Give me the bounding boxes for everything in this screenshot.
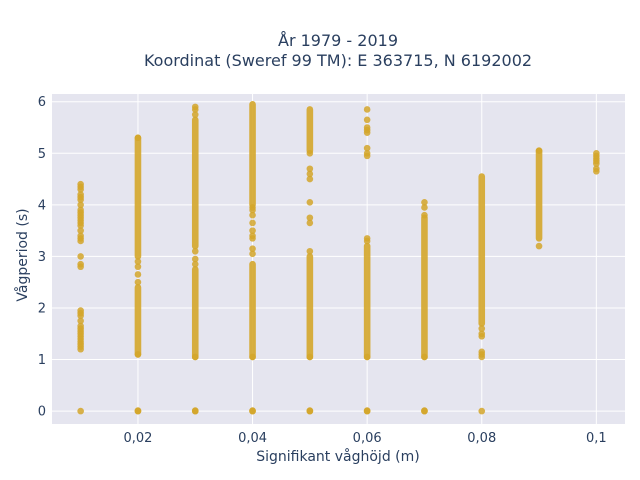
data-point-run	[191, 116, 199, 250]
data-point	[191, 407, 199, 415]
data-point	[249, 232, 256, 240]
data-point	[306, 353, 314, 361]
data-point	[421, 353, 428, 361]
data-point	[306, 247, 314, 255]
data-point	[363, 124, 371, 131]
y-tick-label: 0	[38, 405, 46, 420]
y-axis-title: Vågperiod (s)	[14, 208, 31, 301]
data-point	[306, 149, 314, 157]
data-point	[421, 211, 428, 219]
data-point	[306, 219, 314, 227]
data-point	[306, 407, 314, 415]
data-point	[249, 245, 256, 252]
data-point	[249, 204, 256, 211]
data-point	[478, 325, 486, 332]
data-point	[363, 144, 371, 152]
data-point	[77, 317, 84, 325]
data-point	[421, 198, 428, 206]
data-point	[191, 103, 199, 111]
data-point	[77, 260, 84, 268]
data-point	[421, 407, 428, 415]
data-point	[478, 348, 486, 356]
y-tick-label: 1	[38, 353, 46, 368]
data-point	[249, 250, 256, 258]
data-point	[191, 260, 199, 268]
x-tick-label: 0,1	[586, 431, 607, 446]
data-point	[134, 263, 142, 271]
data-point	[77, 180, 84, 188]
data-point-run	[363, 242, 371, 361]
data-point	[363, 106, 371, 113]
data-point-run	[421, 214, 428, 361]
data-point-run	[478, 173, 486, 327]
data-point-run	[306, 106, 314, 155]
data-point	[421, 204, 428, 211]
y-tick-label: 5	[38, 147, 46, 162]
data-point	[77, 407, 84, 415]
y-tick-label: 4	[38, 198, 46, 213]
data-point	[363, 407, 371, 415]
tick-labels: 0,02 0,04 0,06 0,08 0,1 0 1 2 3 4 5 6	[38, 95, 607, 446]
data-point-run	[249, 260, 256, 361]
data-point	[77, 232, 84, 240]
data-point	[593, 149, 600, 157]
data-point	[191, 255, 199, 263]
data-point	[77, 206, 84, 214]
data-point	[134, 278, 142, 286]
chart-title-line-2: Koordinat (Sweref 99 TM): E 363715, N 61…	[144, 51, 532, 70]
data-point	[306, 165, 314, 173]
data-point	[134, 271, 142, 278]
data-point	[191, 353, 199, 361]
chart-title-line-1: År 1979 - 2019	[278, 31, 398, 50]
data-point	[134, 258, 142, 265]
data-point-run	[134, 284, 142, 358]
x-tick-label: 0,04	[238, 431, 267, 446]
data-point	[77, 307, 84, 314]
data-point	[77, 201, 84, 209]
data-point	[77, 322, 84, 330]
data-point	[77, 191, 84, 198]
data-point	[306, 170, 314, 178]
data-point	[593, 165, 600, 173]
data-point	[478, 407, 486, 415]
data-point	[134, 351, 142, 358]
data-point	[191, 247, 199, 255]
data-point	[134, 407, 142, 415]
data-point-run	[535, 147, 543, 242]
data-point	[249, 219, 256, 227]
x-tick-label: 0,06	[353, 431, 382, 446]
data-point	[249, 407, 256, 415]
plot-area	[52, 94, 625, 424]
y-tick-label: 6	[38, 95, 46, 110]
data-point	[306, 214, 314, 222]
data-point	[363, 353, 371, 361]
data-point-run	[191, 266, 199, 361]
x-tick-label: 0,02	[123, 431, 152, 446]
data-point	[249, 211, 256, 219]
data-point	[249, 227, 256, 234]
x-tick-label: 0,08	[467, 431, 496, 446]
data-point	[535, 147, 543, 155]
y-tick-label: 2	[38, 301, 46, 316]
data-points	[77, 101, 600, 415]
data-point-run	[306, 253, 314, 361]
x-axis-title: Signifikant våghöjd (m)	[256, 448, 419, 465]
data-point	[77, 253, 84, 260]
data-point	[306, 198, 314, 206]
data-point	[535, 242, 543, 250]
data-point	[478, 330, 486, 338]
data-point-run	[134, 134, 142, 260]
y-tick-label: 3	[38, 250, 46, 265]
data-point	[191, 111, 199, 118]
data-point	[363, 149, 371, 157]
data-point	[77, 227, 84, 234]
data-point	[249, 353, 256, 361]
data-point	[134, 134, 142, 142]
data-point-run	[249, 101, 256, 209]
data-point	[363, 235, 371, 242]
data-point	[306, 175, 314, 183]
data-point	[363, 116, 371, 124]
